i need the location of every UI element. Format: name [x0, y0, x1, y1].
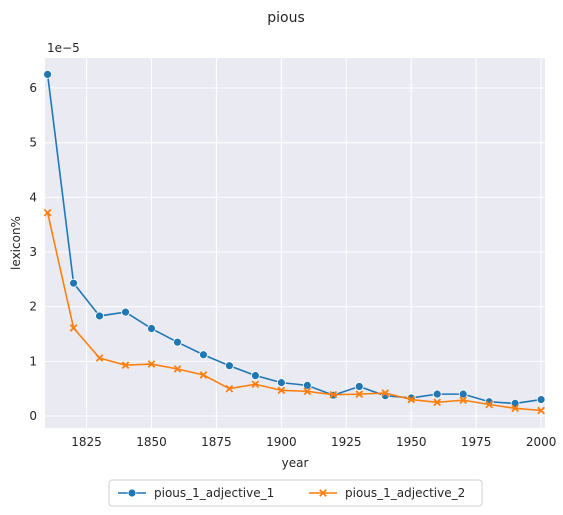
data-point [147, 324, 156, 333]
data-point [432, 389, 442, 399]
y-tick-label: 1 [29, 354, 37, 368]
grid [45, 58, 545, 428]
data-point [95, 354, 104, 362]
y-tick-label: 3 [29, 245, 37, 259]
y-axis-ticks: 0 1 2 3 4 5 6 [29, 81, 37, 423]
data-point [355, 390, 364, 398]
x-tick-label: 1925 [331, 435, 362, 449]
x-tick-label: 1850 [136, 435, 167, 449]
data-point [173, 365, 182, 373]
x-tick-label: 1975 [461, 435, 492, 449]
data-point [329, 390, 338, 399]
data-point [407, 395, 416, 404]
data-point [173, 337, 182, 347]
data-point [303, 387, 312, 396]
data-point [459, 396, 468, 404]
y-tick-label: 0 [29, 409, 37, 423]
x-tick-label: 1900 [266, 435, 297, 449]
data-point [250, 371, 260, 380]
y-tick-label: 6 [29, 81, 37, 95]
x-axis-label: year [282, 456, 309, 470]
chart-title: pious [267, 10, 305, 26]
data-point [69, 324, 78, 332]
legend-items: pious_1_adjective_1 pious_1_adjective_2 [118, 486, 465, 500]
x-tick-label: 1875 [201, 435, 232, 449]
series-group [43, 69, 546, 415]
data-point [121, 361, 130, 369]
x-tick-label: 1950 [396, 435, 427, 449]
data-point [43, 208, 52, 217]
legend-label: pious_1_adjective_2 [345, 486, 465, 500]
data-point [381, 389, 390, 397]
data-point [536, 395, 546, 404]
y-tick-label: 2 [29, 300, 37, 314]
y-scale-label: 1e−5 [47, 41, 80, 55]
data-point [354, 382, 364, 391]
data-point [458, 389, 468, 399]
data-point [121, 307, 130, 317]
legend-item-1: pious_1_adjective_1 [118, 486, 274, 500]
data-point [147, 360, 156, 368]
data-point [225, 384, 234, 393]
plot-area [45, 58, 545, 428]
data-point [277, 386, 286, 395]
data-point [276, 378, 286, 388]
data-point [69, 278, 78, 288]
series-2 [43, 208, 545, 415]
x-tick-label: 2000 [526, 435, 557, 449]
data-point [127, 488, 137, 498]
data-point [199, 371, 208, 379]
y-tick-label: 4 [29, 190, 37, 204]
data-point [511, 404, 519, 413]
data-point [302, 380, 312, 390]
legend-item-2: pious_1_adjective_2 [309, 486, 465, 500]
y-axis-label: lexicon% [9, 216, 23, 270]
x-axis-ticks: 1825 1850 1875 1900 1925 1950 1975 2000 [71, 435, 556, 449]
data-point [43, 69, 52, 79]
data-point [537, 406, 545, 415]
data-point [251, 380, 260, 389]
data-point [199, 350, 208, 360]
data-point [319, 489, 327, 497]
data-point [225, 361, 234, 371]
data-point [485, 400, 493, 409]
legend-box [108, 479, 483, 507]
y-tick-label: 5 [29, 136, 37, 150]
legend: pious_1_adjective_1 pious_1_adjective_2 [108, 479, 483, 507]
data-point [95, 311, 104, 321]
legend-label: pious_1_adjective_1 [154, 486, 274, 500]
x-tick-label: 1825 [71, 435, 102, 449]
series-line [46, 212, 542, 412]
data-point [433, 398, 442, 407]
